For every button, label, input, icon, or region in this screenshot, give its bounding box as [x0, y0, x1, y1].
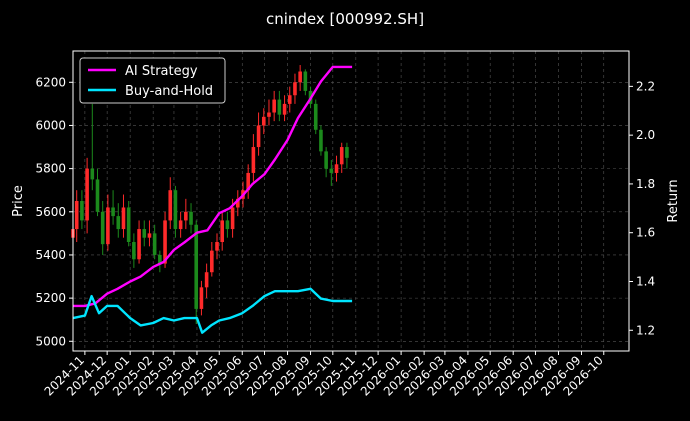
candle-body: [272, 99, 276, 113]
y-left-tick-label: 6200: [35, 75, 66, 89]
candle-body: [287, 95, 292, 104]
candle-body: [163, 220, 167, 264]
candle-body: [199, 287, 204, 309]
y-right-tick-label: 1.2: [636, 323, 655, 337]
candle-body: [137, 229, 141, 260]
y-left-tick-label: 5000: [35, 334, 66, 348]
candle-body: [225, 220, 230, 230]
candle-body: [126, 207, 131, 243]
candle-body: [80, 201, 84, 221]
candle-body: [210, 250, 214, 273]
candle-body: [230, 207, 235, 230]
legend-box: [79, 57, 226, 104]
candle-body: [168, 190, 173, 221]
candle-body: [303, 71, 308, 91]
candle-body: [251, 147, 256, 173]
candle-body: [173, 190, 178, 230]
candle-body: [246, 172, 250, 191]
plot-frame: [72, 50, 630, 352]
chart-title: cnindex [000992.SH]: [266, 10, 424, 28]
y-left-tick-label: 5800: [35, 162, 66, 176]
y-right-tick-label: 2.0: [636, 128, 655, 142]
candle-body: [267, 112, 271, 117]
candle-body: [334, 164, 339, 173]
y-right-tick-label: 1.4: [636, 274, 655, 288]
y-right-tick-label: 1.8: [636, 177, 655, 191]
candle-body: [74, 201, 79, 230]
candle-body: [152, 233, 157, 255]
candle-body: [261, 116, 266, 126]
candle-body: [324, 151, 328, 169]
candle-body: [277, 99, 282, 115]
candle-body: [329, 168, 334, 173]
y-right-tick-label: 1.6: [636, 226, 655, 240]
y-left-tick-label: 5600: [35, 205, 66, 219]
candle-body: [106, 207, 110, 245]
candle-body: [215, 242, 219, 251]
y-axis-left-label: Price: [11, 185, 26, 217]
series-lines: [72, 65, 353, 334]
legend-label-ai-strategy: AI Strategy: [125, 64, 198, 79]
candle-body: [194, 224, 199, 309]
candle-body: [298, 71, 302, 83]
candle-body: [204, 272, 209, 288]
y-axis-right: 1.2 1.4 1.6 1.8 2.0 2.2: [629, 79, 655, 337]
y-left-tick-label: 6000: [35, 118, 66, 132]
legend: AI Strategy Buy-and-Hold: [79, 57, 226, 104]
candle-body: [220, 220, 225, 243]
candle-body: [339, 147, 344, 165]
candle-body: [345, 147, 349, 158]
y-axis-left: 5000 5200 5400 5600 5800 6000 6200: [35, 75, 73, 348]
y-left-tick-label: 5400: [35, 248, 66, 262]
candle-body: [121, 207, 126, 230]
candle-body: [178, 220, 183, 230]
y-left-tick-label: 5200: [35, 291, 66, 305]
y-axis-right-label: Return: [666, 179, 681, 222]
candle-body: [313, 103, 318, 130]
candle-body: [256, 125, 261, 148]
legend-label-buy-and-hold: Buy-and-Hold: [125, 84, 213, 99]
series-line-ai-strategy: [73, 65, 353, 308]
candle-body: [90, 168, 95, 180]
candlesticks: [71, 65, 349, 325]
candle-body: [95, 179, 100, 212]
candle-body: [235, 198, 240, 208]
candle-body: [293, 82, 297, 96]
candle-body: [158, 254, 162, 264]
candle-body: [100, 211, 105, 245]
candle-body: [189, 211, 193, 225]
series-line-buy-and-hold: [72, 287, 353, 334]
candle-body: [147, 233, 152, 238]
candle-body: [111, 207, 115, 217]
candle-body: [184, 211, 188, 221]
candle-body: [319, 129, 323, 152]
candle-body: [142, 229, 147, 238]
candle-body: [132, 242, 136, 260]
candle-body: [282, 103, 287, 115]
y-right-tick-label: 2.2: [636, 79, 655, 93]
candle-body: [85, 168, 89, 221]
candle-body: [116, 216, 121, 230]
